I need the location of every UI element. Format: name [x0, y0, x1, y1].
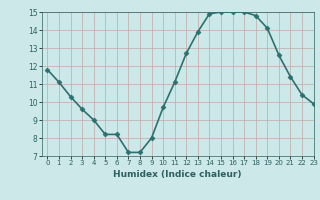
X-axis label: Humidex (Indice chaleur): Humidex (Indice chaleur)	[113, 170, 242, 179]
